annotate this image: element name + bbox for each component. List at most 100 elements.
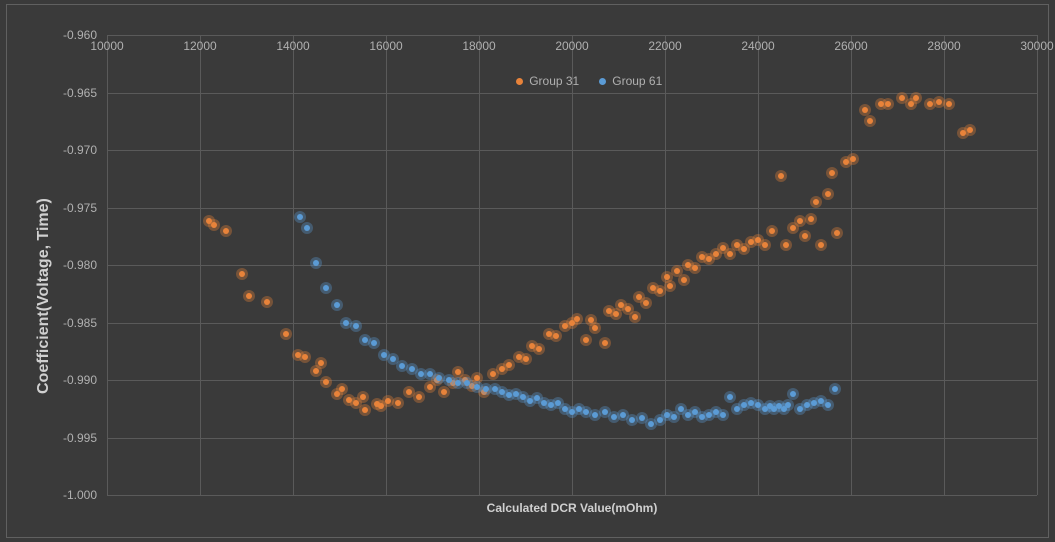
data-point [323, 285, 329, 291]
data-point [313, 368, 319, 374]
data-point [506, 362, 512, 368]
data-point [802, 233, 808, 239]
x-tick-label: 18000 [462, 39, 495, 53]
y-gridline [107, 438, 1037, 439]
data-point [927, 101, 933, 107]
x-axis-title: Calculated DCR Value(mOhm) [487, 501, 658, 515]
data-point [657, 288, 663, 294]
data-point [360, 394, 366, 400]
x-gridline [1037, 35, 1038, 495]
legend-item: Group 61 [599, 74, 662, 88]
data-point [536, 346, 542, 352]
data-point [297, 214, 303, 220]
data-point [362, 337, 368, 343]
data-point [639, 415, 645, 421]
data-point [667, 283, 673, 289]
y-gridline [107, 150, 1037, 151]
data-point [778, 173, 784, 179]
data-point [483, 386, 489, 392]
data-point [899, 95, 905, 101]
data-point [323, 379, 329, 385]
data-point [834, 230, 840, 236]
data-point [409, 366, 415, 372]
data-point [671, 414, 677, 420]
x-tick-label: 12000 [183, 39, 216, 53]
data-point [727, 394, 733, 400]
data-point [371, 340, 377, 346]
data-point [592, 412, 598, 418]
data-point [862, 107, 868, 113]
data-point [441, 389, 447, 395]
data-point [583, 337, 589, 343]
data-point [553, 333, 559, 339]
legend: Group 31 Group 61 [516, 74, 662, 88]
data-point [632, 314, 638, 320]
data-point [825, 402, 831, 408]
legend-item: Group 31 [516, 74, 579, 88]
data-point [620, 412, 626, 418]
data-point [913, 95, 919, 101]
data-point [832, 386, 838, 392]
y-gridline [107, 495, 1037, 496]
x-tick-label: 22000 [648, 39, 681, 53]
data-point [246, 293, 252, 299]
data-point [339, 386, 345, 392]
data-point [283, 331, 289, 337]
data-point [455, 369, 461, 375]
data-point [967, 127, 973, 133]
data-point [727, 251, 733, 257]
x-tick-label: 26000 [834, 39, 867, 53]
data-point [264, 299, 270, 305]
data-point [762, 242, 768, 248]
data-point [395, 400, 401, 406]
data-point [239, 271, 245, 277]
legend-marker [516, 78, 523, 85]
legend-marker [599, 78, 606, 85]
data-point [769, 228, 775, 234]
data-point [613, 311, 619, 317]
data-point [399, 363, 405, 369]
data-point [343, 320, 349, 326]
y-tick-label: -0.975 [63, 201, 97, 215]
y-tick-label: -0.995 [63, 431, 97, 445]
data-point [464, 380, 470, 386]
data-point [692, 265, 698, 271]
data-point [936, 99, 942, 105]
data-point [813, 199, 819, 205]
data-point [946, 101, 952, 107]
data-point [783, 242, 789, 248]
data-point [643, 300, 649, 306]
data-point [211, 222, 217, 228]
data-point [223, 228, 229, 234]
x-tick-label: 24000 [741, 39, 774, 53]
data-point [474, 375, 480, 381]
y-gridline [107, 265, 1037, 266]
data-point [611, 414, 617, 420]
data-point [427, 384, 433, 390]
data-point [334, 302, 340, 308]
x-tick-label: 28000 [927, 39, 960, 53]
data-point [829, 170, 835, 176]
x-tick-label: 14000 [276, 39, 309, 53]
data-point [427, 371, 433, 377]
data-point [797, 218, 803, 224]
data-point [720, 412, 726, 418]
y-tick-label: -0.985 [63, 316, 97, 330]
data-point [648, 421, 654, 427]
data-point [574, 316, 580, 322]
y-gridline [107, 208, 1037, 209]
data-point [741, 246, 747, 252]
data-point [436, 375, 442, 381]
y-tick-label: -0.965 [63, 86, 97, 100]
data-point [825, 191, 831, 197]
data-point [602, 340, 608, 346]
data-point [850, 156, 856, 162]
data-point [490, 371, 496, 377]
data-point [867, 118, 873, 124]
data-point [790, 391, 796, 397]
x-tick-label: 30000 [1020, 39, 1053, 53]
y-axis-title: Coefficient(Voltage, Time) [35, 198, 53, 394]
data-point [664, 274, 670, 280]
chart-frame: Coefficient(Voltage, Time) Calculated DC… [6, 4, 1049, 538]
data-point [808, 216, 814, 222]
